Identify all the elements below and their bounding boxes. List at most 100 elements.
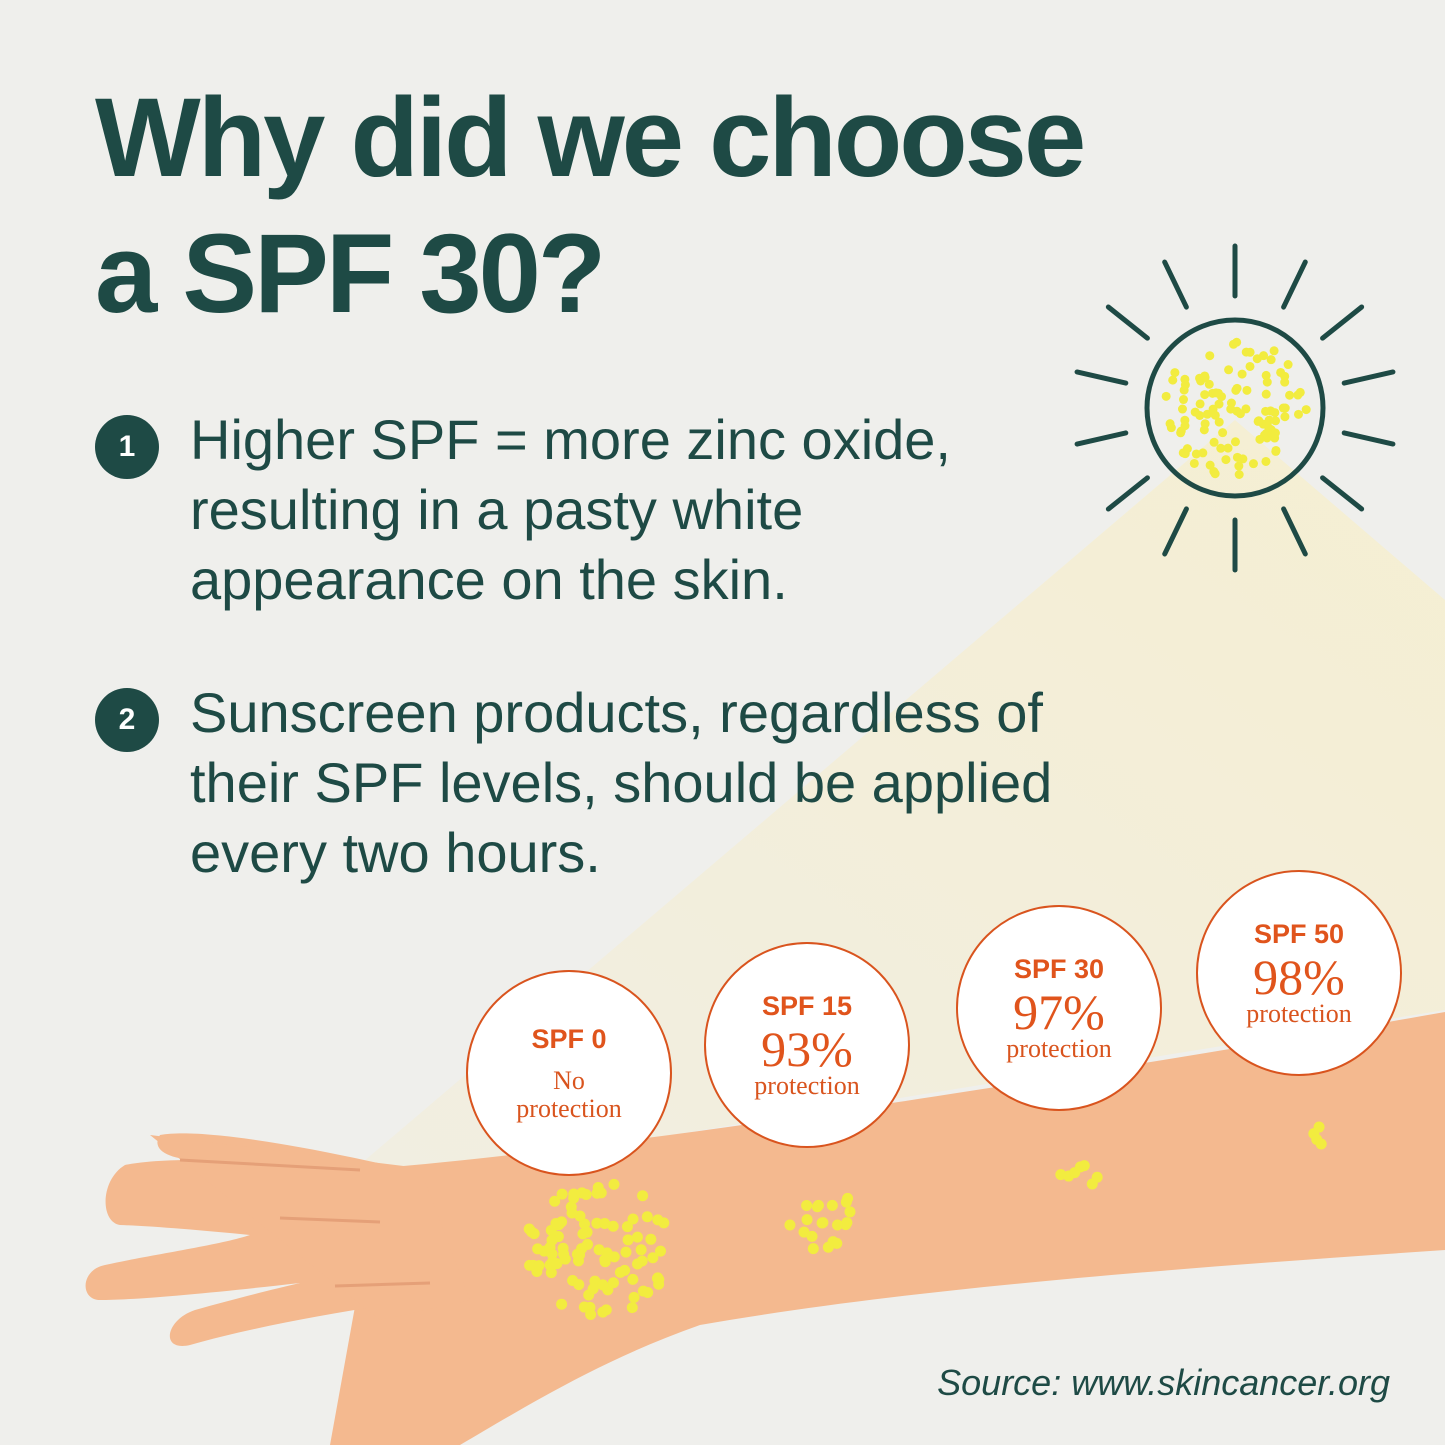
arm-illustration [85,1012,1445,1445]
uv-dot [593,1244,605,1256]
uv-dot [826,1199,838,1211]
protection-percent: 97% [1013,983,1105,1040]
uv-dot [801,1214,813,1226]
sun-ray [1105,475,1150,512]
uv-dot [568,1188,580,1200]
uv-dot [1248,459,1258,469]
uv-dot [1209,437,1219,447]
uv-dot [587,1283,599,1295]
uv-dot [1301,405,1311,415]
uv-dot [1165,419,1175,429]
uv-dot [1170,368,1180,378]
uv-dot [532,1243,544,1255]
uv-dot [1254,416,1264,426]
spf-label: SPF 0 [531,1023,607,1054]
uv-dot [1223,443,1233,453]
uv-dot [550,1218,562,1230]
uv-dot [579,1218,591,1230]
uv-dot [1262,377,1272,387]
uv-dot [807,1243,819,1255]
uv-dot [1285,390,1295,400]
uv-dot [1315,1138,1327,1150]
uv-dot [544,1241,556,1253]
uv-dot [627,1213,639,1225]
uv-dot [1261,406,1271,416]
uv-dot [607,1220,619,1232]
uv-dot [1180,421,1190,431]
uv-dot [1228,339,1238,349]
sun-ray [1162,259,1189,310]
spf-0-circle: SPF 0 No protection [466,970,672,1176]
title-line-2: a SPF 30? [95,211,606,336]
uv-dot [1205,351,1215,361]
uv-dot [574,1249,586,1261]
protection-text: protection [1246,998,1352,1028]
uv-dot [1261,389,1271,399]
uv-dot [1176,428,1186,438]
sun-ray [1074,430,1129,447]
uv-dot [822,1241,834,1253]
protection-text: protection [1006,1033,1112,1063]
uv-dot [1216,443,1226,453]
uv-dot [812,1199,824,1211]
uv-dot [1205,460,1215,470]
protection-percent: 98% [1253,948,1345,1005]
knuckle-lines [179,1158,431,1288]
uv-dot [549,1195,561,1207]
uv-dot [637,1190,649,1202]
uv-dot [1237,369,1247,379]
uv-dot [1241,404,1251,414]
uv-dot [608,1178,620,1190]
sun-ray [1105,304,1150,341]
uv-dot [1221,455,1231,465]
uv-dot [1074,1161,1086,1173]
source-credit: Source: www.skincancer.org [937,1362,1390,1403]
uv-dot [1270,428,1280,438]
uv-dot [1241,347,1251,357]
sun-ray [1074,369,1129,386]
spf-30-circle: SPF 30 97% protection [956,905,1162,1111]
uv-dot [631,1231,643,1243]
uv-dot [832,1219,844,1231]
uv-dot [533,1260,545,1272]
uv-dot [641,1211,653,1223]
uv-dot [1211,388,1221,398]
uv-dot [1195,411,1205,421]
spf-label: SPF 50 [1253,918,1345,949]
title-line-1: Why did we choose [95,75,1086,200]
uv-dot [620,1246,632,1258]
uv-dot [1261,370,1271,380]
uv-dot [816,1217,828,1229]
uv-dot [652,1272,664,1284]
sun-ray [1341,369,1396,386]
uv-dot [600,1304,612,1316]
uv-dot [1178,395,1188,405]
uv-dot [592,1181,604,1193]
uv-dot [1271,445,1281,455]
uv-dot [1255,434,1265,444]
uv-dot [585,1309,597,1321]
uv-dot [844,1206,856,1218]
uv-dot [1283,360,1293,370]
sun-ray [1162,506,1189,557]
uv-dot [1242,385,1252,395]
uv-dot [1252,354,1262,364]
uv-dot [840,1196,852,1208]
uv-dot [558,1248,570,1260]
number-badge: 1 [95,415,159,479]
uv-dot [628,1291,640,1303]
uv-dot [1293,409,1303,419]
uv-dot [1214,417,1224,427]
uv-dot [622,1234,634,1246]
uv-dot [784,1219,796,1231]
uv-dot [1200,390,1210,400]
uv-dot [1177,404,1187,414]
uv-dot [1224,365,1234,375]
uv-dot [1266,355,1276,365]
uv-dot [1234,470,1244,480]
uv-dot [1204,379,1214,389]
uv-dot [1180,380,1190,390]
uv-dot [614,1266,626,1278]
uv-dot [1199,425,1209,435]
uv-dot [1086,1178,1098,1190]
